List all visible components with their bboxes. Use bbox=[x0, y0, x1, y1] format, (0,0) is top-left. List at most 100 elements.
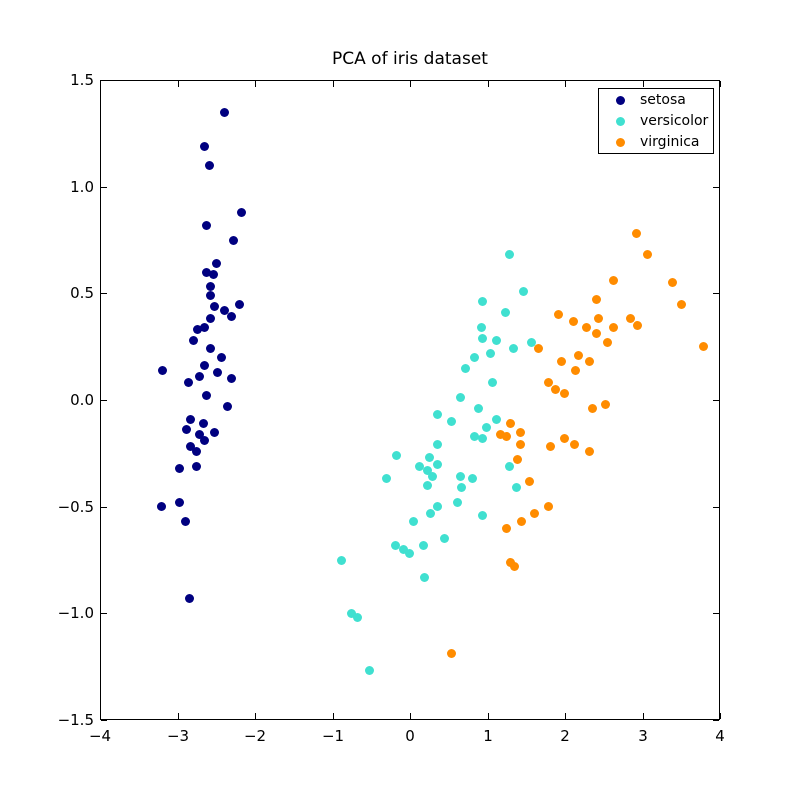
scatter-point-virginica bbox=[608, 322, 618, 332]
scatter-point-virginica bbox=[632, 320, 642, 330]
y-axis-tick-label: 0.0 bbox=[70, 391, 94, 409]
scatter-point-setosa bbox=[219, 107, 229, 117]
scatter-point-versicolor bbox=[469, 431, 479, 441]
y-axis-tick-right bbox=[713, 507, 719, 508]
scatter-point-virginica bbox=[631, 229, 641, 239]
y-axis-tick-right bbox=[713, 720, 719, 721]
scatter-point-versicolor bbox=[391, 450, 401, 460]
scatter-point-setosa bbox=[208, 269, 218, 279]
scatter-point-versicolor bbox=[433, 410, 443, 420]
scatter-point-setosa bbox=[192, 446, 202, 456]
y-axis-tick-label: −0.5 bbox=[57, 498, 94, 516]
scatter-point-versicolor bbox=[346, 608, 356, 618]
scatter-point-versicolor bbox=[426, 508, 436, 518]
scatter-point-virginica bbox=[582, 322, 592, 332]
scatter-point-versicolor bbox=[404, 549, 414, 559]
x-axis-tick bbox=[255, 713, 256, 719]
scatter-point-versicolor bbox=[477, 433, 487, 443]
y-axis-tick-right bbox=[713, 80, 719, 81]
scatter-point-setosa bbox=[195, 372, 205, 382]
scatter-point-versicolor bbox=[423, 465, 433, 475]
scatter-point-virginica bbox=[609, 276, 619, 286]
y-axis-tick-label: 0.5 bbox=[70, 284, 94, 302]
scatter-point-versicolor bbox=[482, 423, 492, 433]
legend-label: setosa bbox=[640, 92, 686, 108]
scatter-point-setosa bbox=[202, 391, 212, 401]
scatter-point-versicolor bbox=[474, 404, 484, 414]
scatter-point-versicolor bbox=[390, 540, 400, 550]
scatter-point-virginica bbox=[592, 329, 602, 339]
chart-title: PCA of iris dataset bbox=[332, 49, 488, 69]
y-axis-tick bbox=[101, 187, 107, 188]
x-axis-tick-top bbox=[488, 81, 489, 87]
legend: setosa versicolor virginica bbox=[598, 88, 714, 154]
scatter-point-setosa bbox=[211, 258, 221, 268]
scatter-point-setosa bbox=[227, 374, 237, 384]
scatter-point-virginica bbox=[544, 378, 554, 388]
scatter-point-versicolor bbox=[478, 510, 488, 520]
scatter-point-setosa bbox=[227, 312, 237, 322]
scatter-point-setosa bbox=[213, 367, 223, 377]
scatter-point-versicolor bbox=[488, 378, 498, 388]
scatter-point-versicolor bbox=[418, 540, 428, 550]
scatter-point-versicolor bbox=[440, 534, 450, 544]
scatter-point-versicolor bbox=[455, 472, 465, 482]
x-axis-tick-top bbox=[178, 81, 179, 87]
scatter-point-versicolor bbox=[399, 544, 409, 554]
scatter-point-setosa bbox=[174, 497, 184, 507]
y-axis-tick bbox=[101, 80, 107, 81]
x-axis-tick-top bbox=[643, 81, 644, 87]
scatter-point-setosa bbox=[205, 344, 215, 354]
x-axis-tick-label: −3 bbox=[166, 727, 190, 745]
scatter-point-versicolor bbox=[427, 472, 437, 482]
legend-label: versicolor bbox=[640, 113, 709, 129]
y-axis-tick bbox=[101, 720, 107, 721]
x-axis-tick-top bbox=[333, 81, 334, 87]
scatter-point-setosa bbox=[200, 361, 210, 371]
scatter-point-setosa bbox=[200, 322, 210, 332]
scatter-point-virginica bbox=[584, 446, 594, 456]
scatter-point-versicolor bbox=[432, 440, 442, 450]
scatter-point-versicolor bbox=[486, 348, 496, 358]
scatter-point-virginica bbox=[559, 433, 569, 443]
scatter-point-versicolor bbox=[519, 286, 529, 296]
scatter-point-setosa bbox=[193, 325, 203, 335]
scatter-point-setosa bbox=[206, 314, 216, 324]
scatter-point-virginica bbox=[515, 440, 525, 450]
scatter-point-virginica bbox=[571, 365, 581, 375]
scatter-point-setosa bbox=[206, 282, 216, 292]
x-axis-tick bbox=[720, 713, 721, 719]
scatter-point-virginica bbox=[587, 404, 597, 414]
x-axis-tick bbox=[488, 713, 489, 719]
y-axis-tick-right bbox=[713, 293, 719, 294]
y-axis-tick-right bbox=[713, 187, 719, 188]
scatter-point-virginica bbox=[517, 517, 527, 527]
scatter-point-versicolor bbox=[468, 474, 478, 484]
scatter-point-virginica bbox=[643, 250, 653, 260]
x-axis-tick-label: 4 bbox=[715, 727, 725, 745]
scatter-point-setosa bbox=[202, 267, 212, 277]
x-axis-tick-top bbox=[100, 81, 101, 87]
scatter-point-versicolor bbox=[365, 666, 375, 676]
scatter-point-versicolor bbox=[414, 461, 424, 471]
scatter-point-versicolor bbox=[477, 297, 487, 307]
legend-entry-virginica: virginica bbox=[599, 132, 713, 152]
scatter-point-setosa bbox=[200, 436, 210, 446]
virginica-marker-icon bbox=[616, 137, 625, 147]
scatter-point-setosa bbox=[186, 442, 196, 452]
x-axis-tick bbox=[643, 713, 644, 719]
scatter-point-setosa bbox=[200, 141, 210, 151]
scatter-point-virginica bbox=[573, 350, 583, 360]
scatter-point-virginica bbox=[529, 508, 539, 518]
scatter-point-virginica bbox=[551, 384, 561, 394]
x-axis-tick bbox=[333, 713, 334, 719]
x-axis-tick-top bbox=[255, 81, 256, 87]
scatter-point-virginica bbox=[554, 310, 564, 320]
setosa-marker-icon bbox=[616, 95, 625, 105]
scatter-point-versicolor bbox=[505, 250, 515, 260]
scatter-point-setosa bbox=[237, 207, 247, 217]
scatter-point-virginica bbox=[676, 299, 686, 309]
x-axis-tick-label: −1 bbox=[321, 727, 345, 745]
scatter-point-virginica bbox=[446, 649, 456, 659]
